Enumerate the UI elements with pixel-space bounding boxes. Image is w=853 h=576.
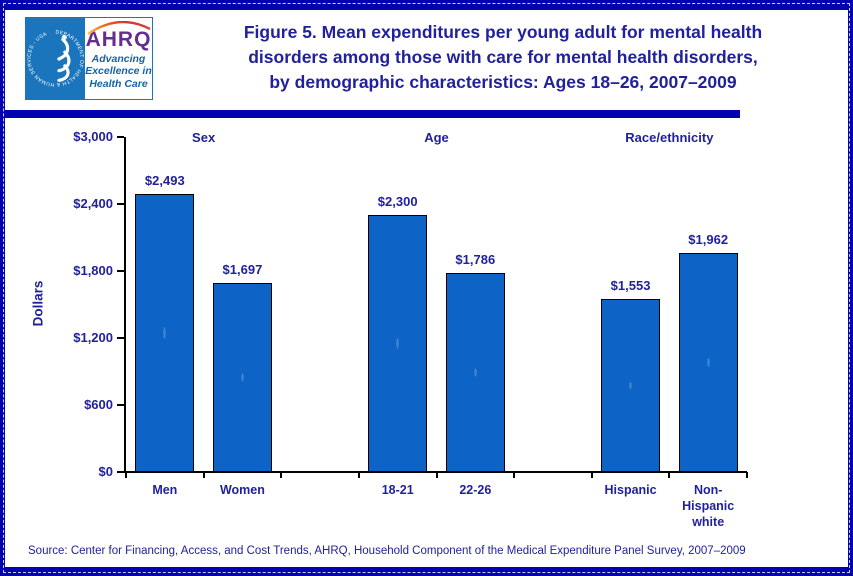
y-axis-tick-label: $0 (98, 464, 113, 479)
y-axis-tick-label: $3,000 (73, 129, 113, 144)
ahrq-wordmark: AHRQ (85, 28, 152, 51)
tagline-line-1: Advancing (91, 53, 146, 65)
y-axis-tick (117, 471, 124, 473)
x-category-label: Non-Hispanic white (682, 483, 735, 529)
x-axis-tick (202, 472, 205, 478)
y-axis-tick (117, 270, 124, 272)
group-label: Race/ethnicity (625, 130, 714, 145)
rainbow-arc-icon (87, 21, 151, 35)
y-axis-tick-label: $1,800 (73, 263, 113, 278)
y-axis-line (124, 137, 126, 473)
header-divider (0, 110, 740, 118)
bar-value-label: $2,493 (144, 172, 185, 188)
x-axis-tick (357, 472, 360, 478)
bar (368, 215, 428, 472)
group-label: Age (424, 130, 449, 145)
bar (135, 193, 195, 472)
title-line-2: disorders among those with care for ment… (248, 47, 758, 67)
seal-circular-text: DEPARTMENT OF HEALTH & HUMAN SERVICES - … (27, 30, 84, 88)
y-axis-tick (117, 136, 124, 138)
hhs-eagle-icon: DEPARTMENT OF HEALTH & HUMAN SERVICES - … (27, 30, 85, 88)
hhs-seal-icon: DEPARTMENT OF HEALTH & HUMAN SERVICES - … (26, 18, 85, 99)
title-line-3: by demographic characteristics: Ages 18–… (269, 72, 737, 92)
x-axis-tick (435, 472, 438, 478)
y-axis-tick-label: $1,200 (73, 330, 113, 345)
x-category-label: 18-21 (381, 483, 414, 497)
y-axis-tick-label: $2,400 (73, 196, 113, 211)
ahrq-logo: AHRQ Advancing Excellence in Health Care (85, 18, 152, 99)
bar-value-label: $1,553 (610, 277, 651, 293)
source-note: Source: Center for Financing, Access, an… (28, 545, 746, 557)
eagle-wing-strokes (57, 37, 71, 83)
x-axis-tick (513, 472, 516, 478)
ahrq-tagline: Advancing Excellence in Health Care (85, 53, 152, 90)
bar (212, 282, 272, 472)
svg-text:DEPARTMENT OF HEALTH & HUMAN S: DEPARTMENT OF HEALTH & HUMAN SERVICES - … (27, 30, 85, 88)
x-category-label: Hispanic (604, 483, 657, 497)
bar (601, 298, 661, 472)
y-axis-tick (117, 404, 124, 406)
bar (678, 252, 738, 472)
x-axis-tick (668, 472, 671, 478)
figure-title: Figure 5. Mean expenditures per young ad… (163, 20, 843, 95)
y-axis-tick-label: $600 (84, 397, 113, 412)
bar-value-label: $1,962 (688, 231, 729, 247)
x-category-label: Men (152, 483, 178, 497)
title-line-1: Figure 5. Mean expenditures per young ad… (243, 22, 763, 42)
hhs-ahrq-logo: DEPARTMENT OF HEALTH & HUMAN SERVICES - … (25, 17, 153, 100)
x-axis-tick (280, 472, 283, 478)
bar-value-label: $2,300 (377, 194, 418, 210)
bar (445, 272, 505, 472)
y-axis-tick (117, 203, 124, 205)
x-axis-tick (746, 472, 748, 478)
eagle-head (61, 34, 67, 41)
x-axis-tick (590, 472, 593, 478)
tagline-line-2: Excellence in (85, 65, 152, 78)
bar-value-label: $1,786 (455, 251, 496, 267)
x-category-label: 22-26 (459, 483, 492, 497)
group-label: Sex (192, 130, 216, 145)
x-category-label: Women (219, 483, 265, 497)
tagline-line-3: Health Care (89, 77, 148, 90)
y-axis-tick (117, 337, 124, 339)
bar-value-label: $1,697 (222, 261, 263, 277)
x-axis-tick (125, 472, 127, 478)
